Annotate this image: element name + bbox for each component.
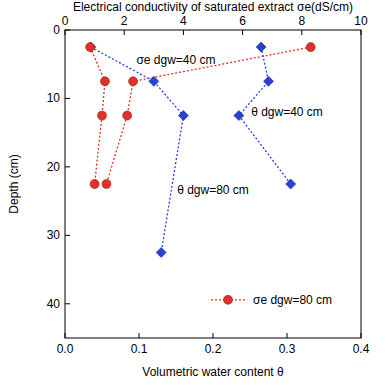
data-point	[234, 111, 244, 121]
x2-tick	[65, 30, 66, 35]
y-tick-label: 40	[47, 297, 61, 311]
x-tick	[361, 333, 362, 338]
x2-tick	[183, 30, 184, 35]
x-tick-label: 0.1	[131, 342, 148, 356]
data-point	[264, 76, 274, 86]
x-axis-title: Volumetric water content θ	[142, 365, 284, 379]
data-point	[102, 180, 111, 189]
data-point	[149, 76, 159, 86]
x2-tick-label: 10	[354, 14, 368, 28]
y-tick	[65, 30, 70, 31]
data-point	[306, 43, 315, 52]
x2-tick-label: 4	[180, 14, 187, 28]
y-tick	[65, 166, 70, 167]
x2-tick	[361, 30, 362, 35]
y-tick-label: 10	[47, 91, 61, 105]
series-annotation: θ dgw=40 cm	[251, 105, 323, 119]
x2-axis-title: Electrical conductivity of saturated ext…	[73, 0, 353, 14]
data-point	[86, 43, 95, 52]
data-point	[156, 247, 166, 257]
series-line	[91, 47, 183, 252]
data-point	[178, 111, 188, 121]
plot-area	[86, 42, 316, 257]
x-tick	[139, 333, 140, 338]
y-tick-label: 20	[47, 160, 61, 174]
plot-frame	[65, 30, 361, 338]
y-tick	[65, 235, 70, 236]
series-annotation: σe dgw=40 cm	[136, 53, 215, 67]
legend-marker	[224, 295, 233, 304]
x2-tick	[242, 30, 243, 35]
series-annotation: θ dgw=80 cm	[177, 183, 249, 197]
chart: 0.0 0.1 0.2 0.3 0.4 0 2 4 6 8 10 0 10 20 30 40 Volumetri…	[0, 0, 390, 392]
y-tick	[65, 98, 70, 99]
data-point	[90, 180, 99, 189]
y-tick-label: 0	[53, 23, 60, 37]
x-tick	[213, 333, 214, 338]
x-tick	[65, 333, 66, 338]
x2-tick-label: 8	[298, 14, 305, 28]
x-tick-label: 0.3	[279, 342, 296, 356]
x2-tick-label: 2	[121, 14, 128, 28]
y-axis-title: Depth (cm)	[7, 154, 21, 213]
data-point	[129, 77, 138, 86]
x2-tick	[124, 30, 125, 35]
x2-tick	[301, 30, 302, 35]
x-tick-label: 0.4	[353, 342, 370, 356]
x2-tick-label: 0	[62, 14, 69, 28]
x-tick-label: 0.0	[57, 342, 74, 356]
data-point	[100, 77, 109, 86]
y-tick	[65, 303, 70, 304]
legend-label: σe dgw=80 cm	[253, 293, 332, 307]
x2-tick-label: 6	[239, 14, 246, 28]
data-point	[286, 179, 296, 189]
x-tick-label: 0.2	[205, 342, 222, 356]
data-point	[123, 111, 132, 120]
legend: σe dgw=80 cm	[211, 293, 332, 307]
data-point	[256, 42, 266, 52]
y-tick-label: 30	[47, 228, 61, 242]
data-point	[86, 42, 96, 52]
x-tick	[287, 333, 288, 338]
data-point	[98, 111, 107, 120]
